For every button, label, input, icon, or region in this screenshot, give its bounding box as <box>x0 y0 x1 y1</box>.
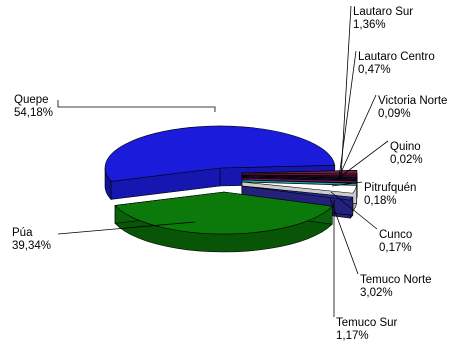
label-pua: Púa 39,34% <box>12 227 51 252</box>
label-victoria-norte: Victoria Norte 0,09% <box>378 95 447 120</box>
slice-top-pua <box>114 191 333 235</box>
leader-lines <box>57 5 389 317</box>
leader-quepe <box>57 100 216 112</box>
label-lautaro-centro: Lautaro Centro 0,47% <box>358 51 435 76</box>
leader-pitrufquen <box>331 181 363 187</box>
label-temuco-sur: Temuco Sur 1,17% <box>336 317 398 342</box>
leader-victoria-norte <box>337 94 377 180</box>
slice-top-victoria-norte <box>241 175 358 179</box>
pie-slices <box>104 125 358 253</box>
label-pitrufquen: Pitrufquén 0,18% <box>364 182 416 207</box>
leader-pua <box>57 221 196 235</box>
leader-temuco-norte <box>329 197 359 275</box>
slice-labels: Quepe 54,18% Púa 39,34% Temuco Sur 1,17% Temuc… <box>12 6 447 342</box>
label-quino: Quino 0,02% <box>390 141 423 166</box>
slice-top-quino <box>241 176 358 180</box>
leader-quino <box>335 140 389 181</box>
slice-top-lautaro-sur <box>241 170 358 175</box>
slice-top-quepe <box>104 125 336 182</box>
leader-cunco <box>330 191 378 230</box>
slice-top-lautaro-centro <box>241 174 358 178</box>
label-cunco: Cunco 0,17% <box>379 229 412 254</box>
leader-lautaro-sur <box>340 5 352 178</box>
label-quepe: Quepe 54,18% <box>14 94 53 119</box>
label-lautaro-sur: Lautaro Sur 1,36% <box>353 6 413 31</box>
slice-top-pitrufquen <box>241 177 358 182</box>
slice-pua <box>114 191 333 253</box>
slice-top-temuco-sur <box>241 185 354 201</box>
label-temuco-norte: Temuco Norte 3,02% <box>360 274 432 299</box>
slice-top-temuco-norte <box>241 181 357 194</box>
